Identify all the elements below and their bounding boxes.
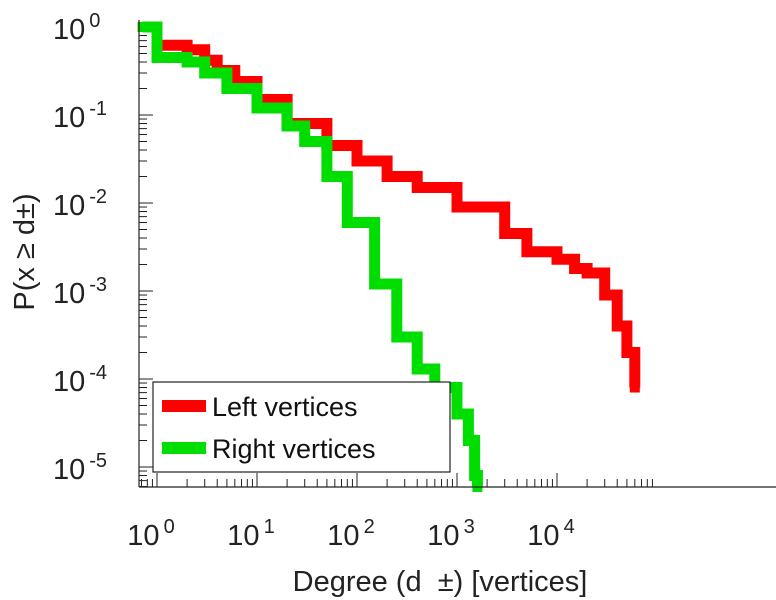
y-tick-label: 10 -3 <box>53 274 107 310</box>
right-vertices-point <box>199 68 210 79</box>
y-tick-label: 10 -2 <box>53 186 107 222</box>
minor-ticks <box>139 26 653 488</box>
y-axis-title: P(x ≥ d±) <box>9 193 41 310</box>
left-vertices-point <box>612 321 623 332</box>
legend-box <box>152 381 451 473</box>
left-vertices-point <box>412 182 423 193</box>
legend-label-right: Right vertices <box>212 434 376 464</box>
right-vertices-point <box>182 57 193 68</box>
right-vertices-point <box>369 279 380 290</box>
left-vertices-point <box>499 228 510 239</box>
left-vertices-point <box>582 268 593 279</box>
left-vertices-point <box>452 202 462 213</box>
right-vertices-point <box>321 171 332 182</box>
right-vertices-point <box>221 83 232 94</box>
right-vertices-point <box>469 470 480 481</box>
series-left-vertices <box>142 21 641 388</box>
right-vertices-point <box>342 217 353 228</box>
left-vertices-point <box>629 382 640 393</box>
left-vertices-point <box>382 171 393 182</box>
left-vertices-point <box>621 347 632 358</box>
x-tick-label: 10 4 <box>527 516 574 552</box>
y-tick-label: 10 -4 <box>53 362 107 398</box>
left-vertices-point <box>229 76 240 87</box>
right-vertices-point <box>152 22 162 32</box>
x-tick-labels: 10 0 10 1 10 2 10 3 10 4 <box>127 516 574 552</box>
left-vertices-point <box>521 246 532 257</box>
left-vertices-point <box>552 254 562 265</box>
y-tick-label: 10 -1 <box>53 98 107 134</box>
x-axis-title: Degree (d ±) [vertices] <box>293 566 588 598</box>
right-vertices-point <box>252 103 262 114</box>
series-layer <box>137 21 641 492</box>
right-vertices-point <box>452 409 462 420</box>
left-vertices-point <box>182 44 193 55</box>
y-tick-label: 10 0 <box>53 10 100 46</box>
right-vertices-point <box>137 22 148 32</box>
right-vertices-point <box>152 52 162 63</box>
x-tick-label: 10 2 <box>327 516 374 552</box>
right-vertices-point <box>463 435 474 446</box>
legend-label-left: Left vertices <box>212 392 358 422</box>
right-vertices-point <box>299 136 310 147</box>
left-vertices-point <box>599 290 610 301</box>
right-vertices-point <box>282 120 293 131</box>
left-vertices-point <box>591 268 602 279</box>
left-vertices-point <box>352 156 362 167</box>
right-vertices-point <box>391 332 402 343</box>
legend: Left vertices Right vertices <box>152 381 451 473</box>
right-vertices-point <box>412 363 423 374</box>
x-tick-label: 10 1 <box>227 516 274 552</box>
y-tick-label: 10 -5 <box>53 450 107 486</box>
x-tick-label: 10 0 <box>127 516 174 552</box>
x-tick-label: 10 3 <box>427 516 474 552</box>
left-vertices-point <box>569 263 580 274</box>
